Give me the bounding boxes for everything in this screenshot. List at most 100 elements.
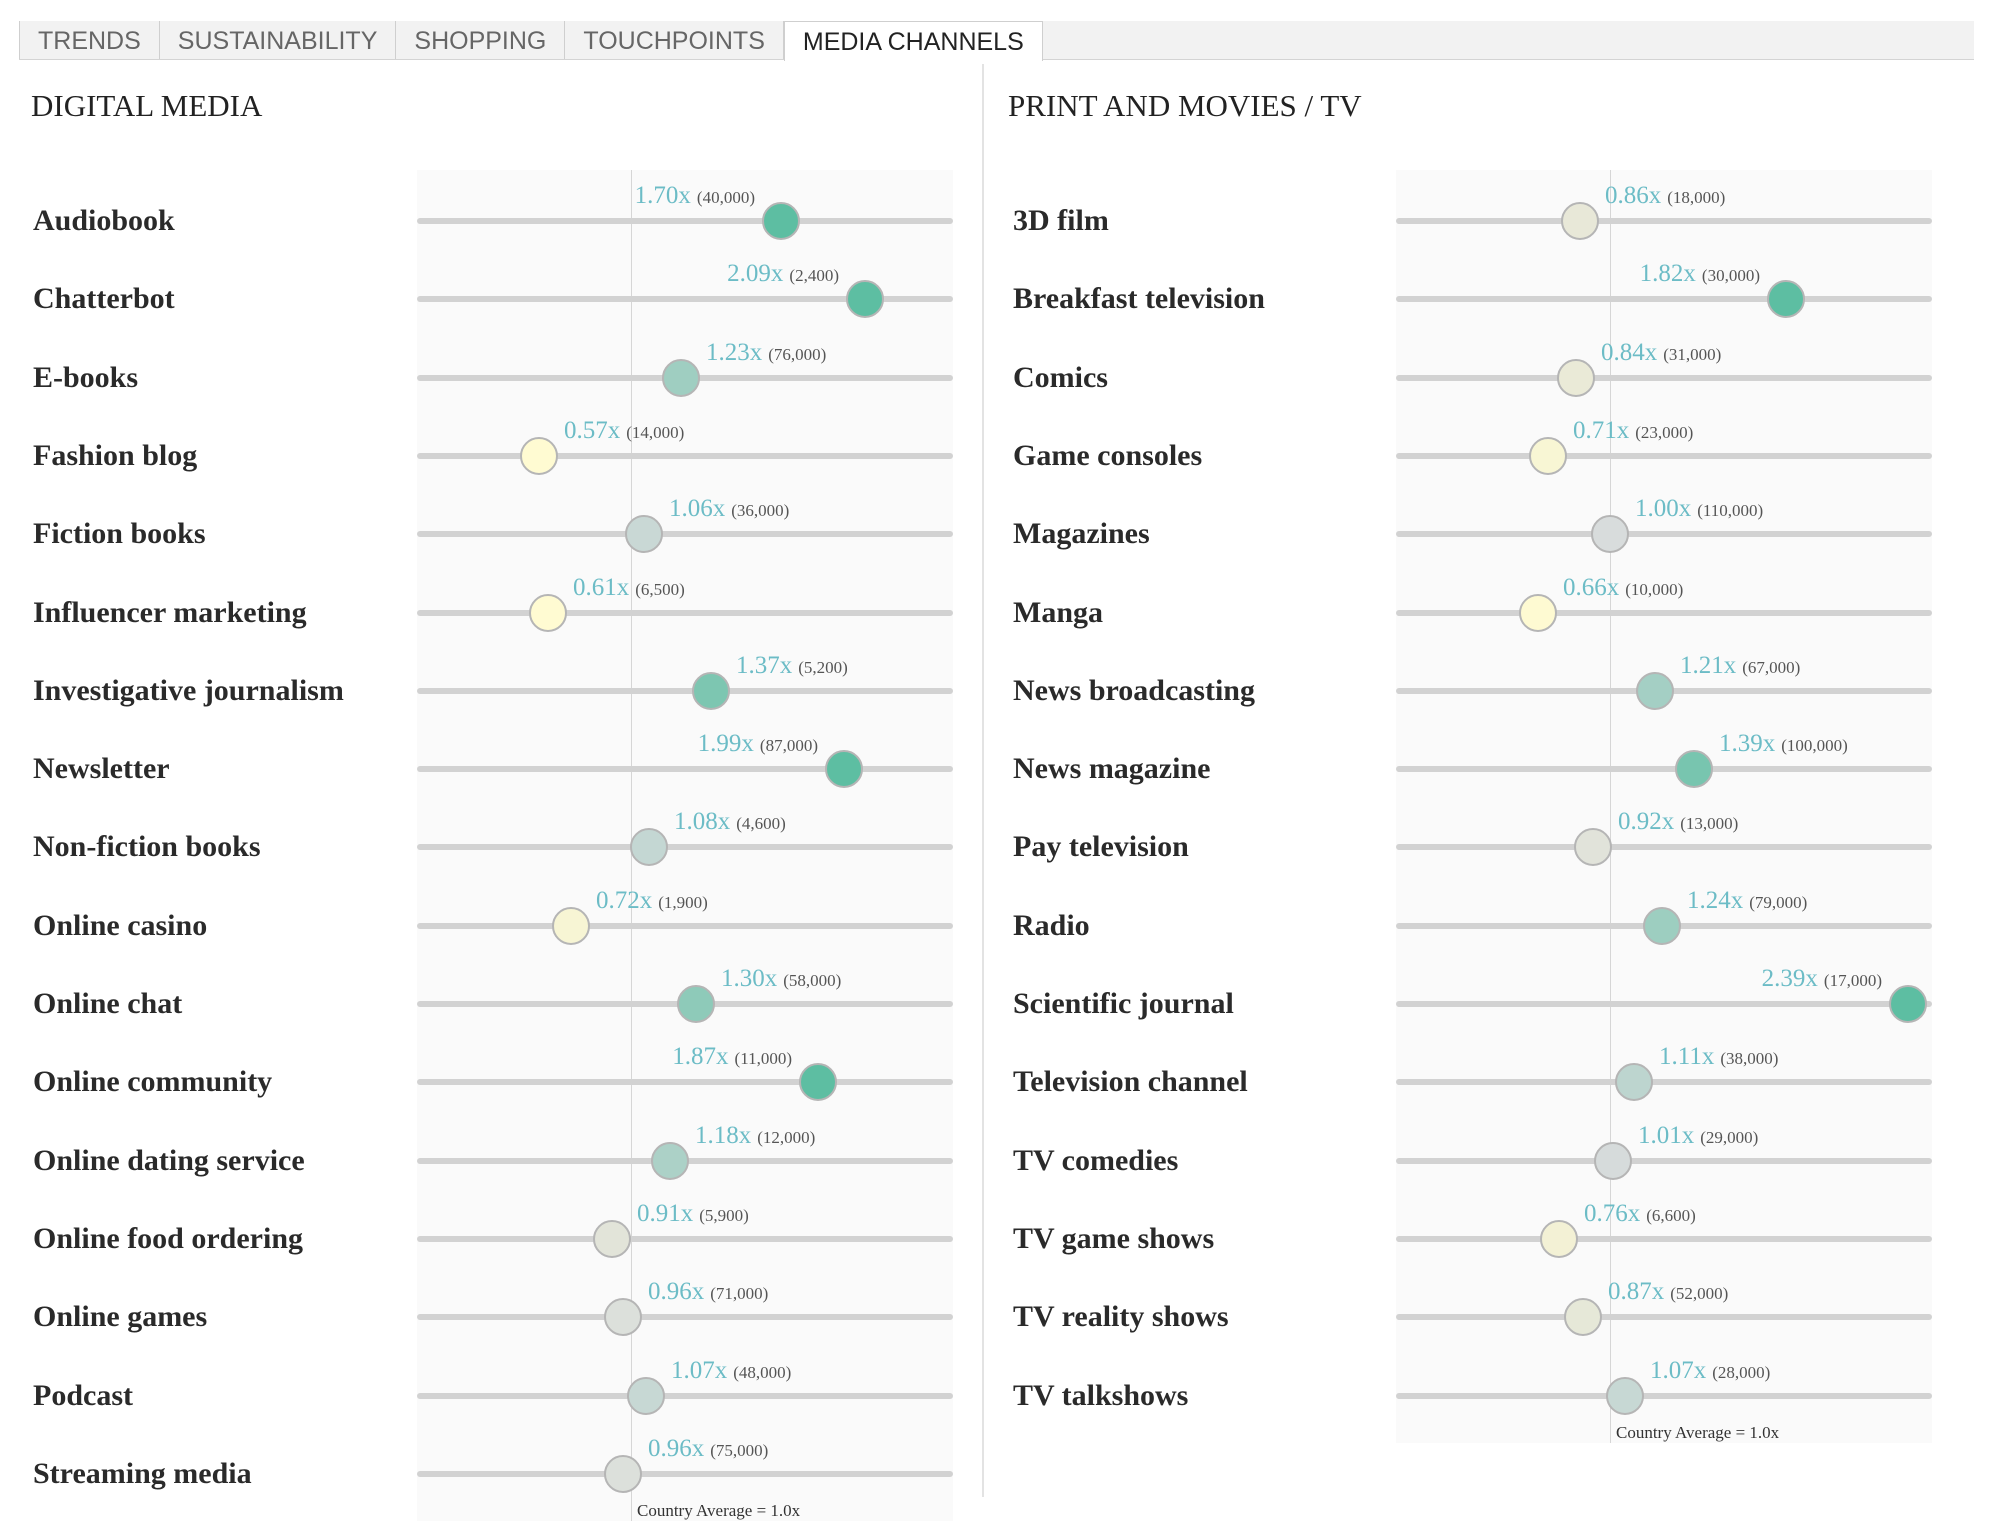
media-row-online-dating-service[interactable]: Online dating service 1.18x (12,000) bbox=[19, 1122, 979, 1200]
media-label: Online community bbox=[33, 1065, 273, 1099]
index-marker[interactable] bbox=[825, 750, 863, 789]
media-row-online-casino[interactable]: Online casino 0.72x (1,900) bbox=[19, 887, 979, 965]
media-row-newsletter[interactable]: Newsletter 1.99x (87,000) bbox=[19, 730, 979, 808]
media-row-investigative-journalism[interactable]: Investigative journalism 1.37x (5,200) bbox=[19, 652, 979, 730]
media-row-game-consoles[interactable]: Game consoles 0.71x (23,000) bbox=[999, 417, 1959, 495]
index-value-label: 1.82x (30,000) bbox=[1640, 260, 1760, 288]
media-row-scientific-journal[interactable]: Scientific journal 2.39x (17,000) bbox=[999, 965, 1959, 1043]
index-marker[interactable] bbox=[627, 1376, 665, 1415]
media-row-comics[interactable]: Comics 0.84x (31,000) bbox=[999, 339, 1959, 417]
respondent-count: (87,000) bbox=[759, 736, 818, 756]
index-marker[interactable] bbox=[677, 985, 715, 1023]
tab-sustainability[interactable]: SUSTAINABILITY bbox=[160, 21, 397, 59]
index-marker[interactable] bbox=[1564, 1298, 1602, 1337]
media-row-pay-television[interactable]: Pay television 0.92x (13,000) bbox=[999, 808, 1959, 886]
media-row-online-community[interactable]: Online community 1.87x (11,000) bbox=[19, 1043, 979, 1121]
index-marker[interactable] bbox=[1643, 906, 1681, 945]
media-label: Game consoles bbox=[1013, 438, 1203, 472]
respondent-count: (31,000) bbox=[1663, 344, 1722, 364]
tab-trends[interactable]: TRENDS bbox=[19, 21, 160, 59]
index-marker[interactable] bbox=[1594, 1141, 1632, 1180]
index-marker[interactable] bbox=[692, 671, 730, 710]
media-row-news-broadcasting[interactable]: News broadcasting 1.21x (67,000) bbox=[999, 652, 1959, 730]
index-marker[interactable] bbox=[1636, 671, 1674, 710]
media-row-manga[interactable]: Manga 0.66x (10,000) bbox=[999, 574, 1959, 652]
media-row-tv-reality-shows[interactable]: TV reality shows 0.87x (52,000) bbox=[999, 1278, 1959, 1356]
media-row-podcast[interactable]: Podcast 1.07x (48,000) bbox=[19, 1357, 979, 1435]
index-value-label: 1.07x (48,000) bbox=[671, 1357, 791, 1385]
index-track bbox=[1396, 1235, 1932, 1242]
index-marker[interactable] bbox=[1519, 593, 1557, 632]
media-label: Newsletter bbox=[33, 752, 170, 786]
index-marker[interactable] bbox=[846, 280, 884, 319]
index-marker[interactable] bbox=[625, 515, 663, 554]
media-row-tv-talkshows[interactable]: TV talkshows 1.07x (28,000) bbox=[999, 1357, 1959, 1435]
index-marker[interactable] bbox=[529, 593, 567, 632]
index-track bbox=[1396, 766, 1932, 773]
index-track bbox=[1396, 1314, 1932, 1321]
index-marker[interactable] bbox=[1529, 436, 1567, 475]
index-value-label: 1.24x (79,000) bbox=[1687, 887, 1807, 915]
respondent-count: (100,000) bbox=[1781, 736, 1848, 756]
media-row-news-magazine[interactable]: News magazine 1.39x (100,000) bbox=[999, 730, 1959, 808]
index-multiplier: 2.09x bbox=[727, 260, 784, 288]
index-marker[interactable] bbox=[1540, 1219, 1578, 1258]
respondent-count: (14,000) bbox=[626, 422, 685, 442]
media-label: Chatterbot bbox=[33, 282, 175, 316]
media-row-fiction-books[interactable]: Fiction books 1.06x (36,000) bbox=[19, 495, 979, 573]
index-marker[interactable] bbox=[1615, 1063, 1653, 1102]
index-marker[interactable] bbox=[651, 1141, 689, 1180]
index-marker[interactable] bbox=[1557, 358, 1595, 397]
tab-media-channels[interactable]: MEDIA CHANNELS bbox=[783, 21, 1043, 61]
media-row-streaming-media[interactable]: Streaming media 0.96x (75,000) bbox=[19, 1435, 979, 1513]
media-row-breakfast-television[interactable]: Breakfast television 1.82x (30,000) bbox=[999, 260, 1959, 338]
index-multiplier: 1.07x bbox=[1650, 1356, 1707, 1384]
index-value-label: 0.96x (71,000) bbox=[648, 1278, 768, 1306]
tab-shopping[interactable]: SHOPPING bbox=[396, 21, 566, 59]
index-marker[interactable] bbox=[604, 1454, 642, 1493]
index-track bbox=[1396, 374, 1932, 381]
index-marker[interactable] bbox=[1675, 750, 1713, 789]
index-marker[interactable] bbox=[520, 436, 558, 475]
index-marker[interactable] bbox=[1574, 828, 1612, 867]
media-row-tv-comedies[interactable]: TV comedies 1.01x (29,000) bbox=[999, 1122, 1959, 1200]
media-row-non-fiction-books[interactable]: Non-fiction books 1.08x (4,600) bbox=[19, 808, 979, 886]
index-marker[interactable] bbox=[593, 1219, 631, 1258]
media-label: Online dating service bbox=[33, 1143, 305, 1177]
index-marker[interactable] bbox=[1561, 202, 1599, 240]
index-marker[interactable] bbox=[1591, 515, 1629, 554]
tab-touchpoints[interactable]: TOUCHPOINTS bbox=[565, 21, 784, 59]
media-row-online-games[interactable]: Online games 0.96x (71,000) bbox=[19, 1278, 979, 1356]
media-row-chatterbot[interactable]: Chatterbot 2.09x (2,400) bbox=[19, 260, 979, 338]
media-row-online-chat[interactable]: Online chat 1.30x (58,000) bbox=[19, 965, 979, 1043]
media-row-fashion-blog[interactable]: Fashion blog 0.57x (14,000) bbox=[19, 417, 979, 495]
media-row-television-channel[interactable]: Television channel 1.11x (38,000) bbox=[999, 1043, 1959, 1121]
respondent-count: (11,000) bbox=[734, 1049, 792, 1069]
media-label: Podcast bbox=[33, 1378, 133, 1412]
respondent-count: (110,000) bbox=[1697, 501, 1764, 521]
index-marker[interactable] bbox=[762, 202, 800, 240]
media-row-3d-film[interactable]: 3D film 0.86x (18,000) bbox=[999, 182, 1959, 260]
index-multiplier: 0.84x bbox=[1601, 338, 1658, 366]
index-marker[interactable] bbox=[1767, 280, 1805, 319]
media-label: News magazine bbox=[1013, 752, 1211, 786]
media-row-radio[interactable]: Radio 1.24x (79,000) bbox=[999, 887, 1959, 965]
index-value-label: 0.87x (52,000) bbox=[1608, 1278, 1728, 1306]
index-marker[interactable] bbox=[1606, 1376, 1644, 1415]
index-marker[interactable] bbox=[552, 906, 590, 945]
media-label: Scientific journal bbox=[1013, 987, 1234, 1020]
index-marker[interactable] bbox=[604, 1298, 642, 1337]
index-marker[interactable] bbox=[799, 1063, 837, 1102]
respondent-count: (12,000) bbox=[757, 1127, 816, 1147]
index-marker[interactable] bbox=[1889, 985, 1927, 1023]
media-row-e-books[interactable]: E-books 1.23x (76,000) bbox=[19, 339, 979, 417]
media-row-magazines[interactable]: Magazines 1.00x (110,000) bbox=[999, 495, 1959, 573]
index-marker[interactable] bbox=[662, 358, 700, 397]
media-row-audiobook[interactable]: Audiobook 1.70x (40,000) bbox=[19, 182, 979, 260]
respondent-count: (6,500) bbox=[635, 579, 685, 599]
media-row-influencer-marketing[interactable]: Influencer marketing 0.61x (6,500) bbox=[19, 574, 979, 652]
panel-divider bbox=[982, 64, 984, 1497]
index-marker[interactable] bbox=[630, 828, 668, 867]
media-row-tv-game-shows[interactable]: TV game shows 0.76x (6,600) bbox=[999, 1200, 1959, 1278]
media-row-online-food-ordering[interactable]: Online food ordering 0.91x (5,900) bbox=[19, 1200, 979, 1278]
